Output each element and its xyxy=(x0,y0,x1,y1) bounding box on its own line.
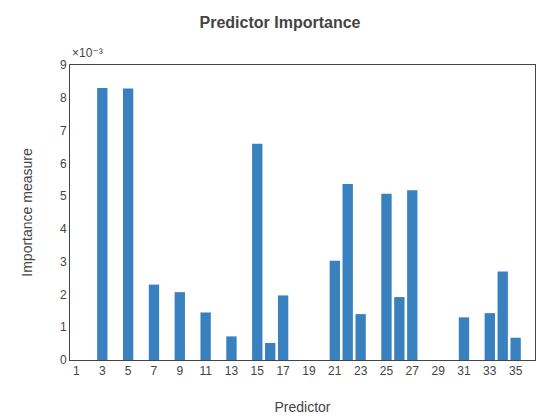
svg-text:6: 6 xyxy=(60,157,67,171)
svg-text:25: 25 xyxy=(380,364,394,378)
svg-text:7: 7 xyxy=(60,124,67,138)
svg-text:19: 19 xyxy=(302,364,316,378)
svg-text:29: 29 xyxy=(431,364,445,378)
svg-text:1: 1 xyxy=(60,320,67,334)
svg-text:2: 2 xyxy=(60,288,67,302)
svg-text:×10⁻³: ×10⁻³ xyxy=(72,46,103,60)
svg-text:27: 27 xyxy=(406,364,420,378)
svg-text:9: 9 xyxy=(60,58,67,72)
svg-text:15: 15 xyxy=(251,364,265,378)
svg-text:Importance measure: Importance measure xyxy=(19,148,35,277)
svg-text:31: 31 xyxy=(457,364,471,378)
svg-text:35: 35 xyxy=(509,364,523,378)
svg-text:17: 17 xyxy=(276,364,290,378)
svg-text:11: 11 xyxy=(199,364,212,378)
svg-text:4: 4 xyxy=(60,222,67,236)
svg-text:13: 13 xyxy=(225,364,239,378)
svg-text:1: 1 xyxy=(73,364,80,378)
svg-text:7: 7 xyxy=(151,364,158,378)
svg-text:5: 5 xyxy=(125,364,132,378)
svg-text:5: 5 xyxy=(60,189,67,203)
svg-text:Predictor: Predictor xyxy=(274,399,330,415)
svg-text:8: 8 xyxy=(60,91,67,105)
svg-text:9: 9 xyxy=(176,364,183,378)
svg-text:Predictor Importance: Predictor Importance xyxy=(200,14,361,31)
svg-text:0: 0 xyxy=(60,353,67,367)
svg-text:33: 33 xyxy=(483,364,497,378)
svg-text:21: 21 xyxy=(328,364,342,378)
svg-text:3: 3 xyxy=(99,364,106,378)
svg-text:23: 23 xyxy=(354,364,368,378)
svg-text:3: 3 xyxy=(60,255,67,269)
